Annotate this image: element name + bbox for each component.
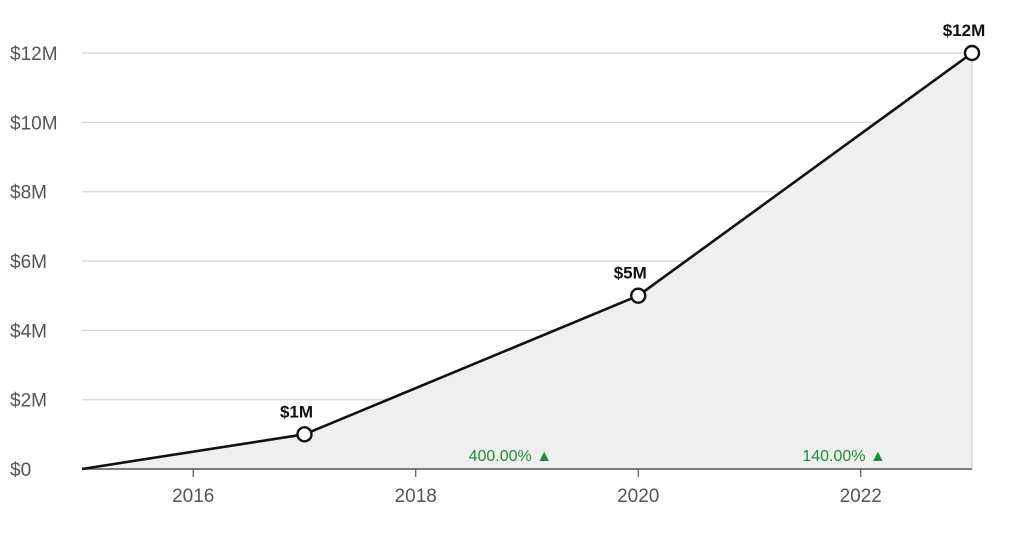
x-tick-label: 2022: [840, 486, 882, 507]
y-tick-label: $2M: [10, 391, 47, 412]
y-tick-label: $8M: [10, 183, 47, 204]
data-point-marker: [296, 426, 313, 443]
data-point-label: $1M: [280, 402, 313, 421]
y-tick-label: $0: [10, 460, 31, 481]
y-tick-label: $10M: [10, 113, 58, 134]
x-tick-label: 2018: [395, 486, 437, 507]
labels: $0 $2M $4M $6M $8M $10M $12M 2016 2018 2020 2022 $1…: [10, 21, 985, 507]
y-tick-label: $12M: [10, 44, 58, 65]
y-tick-label: $6M: [10, 252, 47, 273]
data-point-label: $12M: [943, 21, 986, 40]
area-layer: [82, 53, 973, 469]
data-point-marker: [630, 287, 647, 304]
line-layer: [81, 44, 981, 471]
y-tick-label: $4M: [10, 321, 47, 342]
x-tick-label: 2020: [617, 486, 659, 507]
series-line: [81, 51, 973, 471]
axes: [82, 468, 972, 477]
growth-annotation: 140.00% ▲: [802, 448, 885, 465]
series-area: [82, 53, 972, 469]
x-tick-label: 2016: [172, 486, 214, 507]
growth-annotation: 400.00% ▲: [469, 448, 552, 465]
data-point-label: $5M: [614, 264, 647, 283]
data-point-marker: [963, 44, 981, 62]
